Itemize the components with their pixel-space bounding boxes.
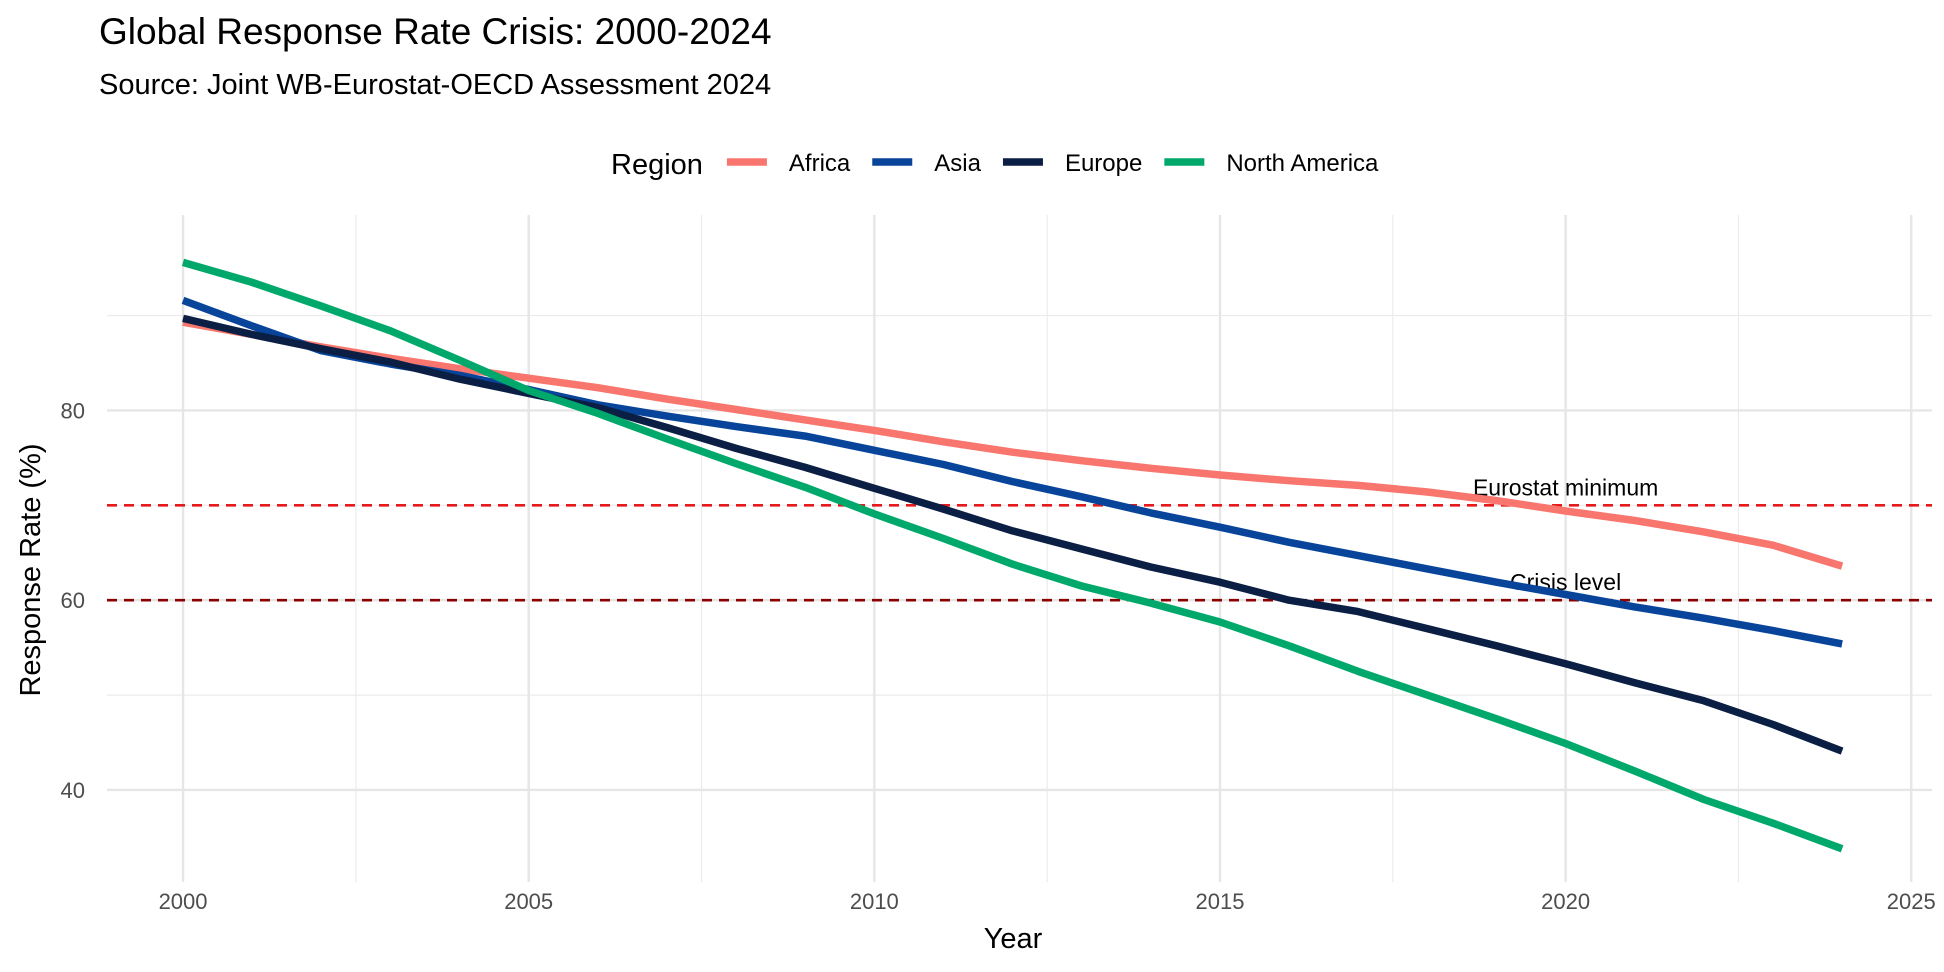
- y-axis-title: Response Rate (%): [15, 443, 47, 696]
- x-tick-label: 2025: [1887, 889, 1936, 914]
- minor-gridlines: [107, 215, 1932, 882]
- x-tick-label: 2005: [504, 889, 553, 914]
- chart-subtitle: Source: Joint WB-Eurostat-OECD Assessmen…: [99, 69, 771, 101]
- legend-label: Africa: [789, 150, 851, 177]
- legend-title: Region: [611, 149, 703, 181]
- series-lines: [181, 258, 1844, 853]
- y-tick-label: 60: [61, 588, 85, 613]
- x-tick-label: 2010: [850, 889, 899, 914]
- chart-title: Global Response Rate Crisis: 2000-2024: [99, 11, 772, 52]
- major-gridlines: [107, 215, 1932, 882]
- reference-line-label: Eurostat minimum: [1473, 474, 1658, 500]
- y-axis-ticks: 40 60 80: [61, 398, 85, 803]
- series-line: [182, 314, 1844, 755]
- legend: Region Africa Asia Europe North America: [611, 149, 1379, 181]
- legend-label: North America: [1226, 150, 1379, 177]
- series-line: [182, 318, 1844, 570]
- x-axis-ticks: 2000 2005 2010 2015 2020 2025: [159, 889, 1936, 914]
- x-tick-label: 2015: [1195, 889, 1244, 914]
- series-line: [181, 258, 1844, 853]
- x-tick-label: 2020: [1541, 889, 1590, 914]
- legend-label: Europe: [1065, 150, 1142, 177]
- legend-label: Asia: [934, 150, 981, 177]
- y-tick-label: 80: [61, 398, 85, 423]
- x-tick-label: 2000: [159, 889, 208, 914]
- y-tick-label: 40: [61, 778, 85, 803]
- x-axis-title: Year: [984, 923, 1043, 955]
